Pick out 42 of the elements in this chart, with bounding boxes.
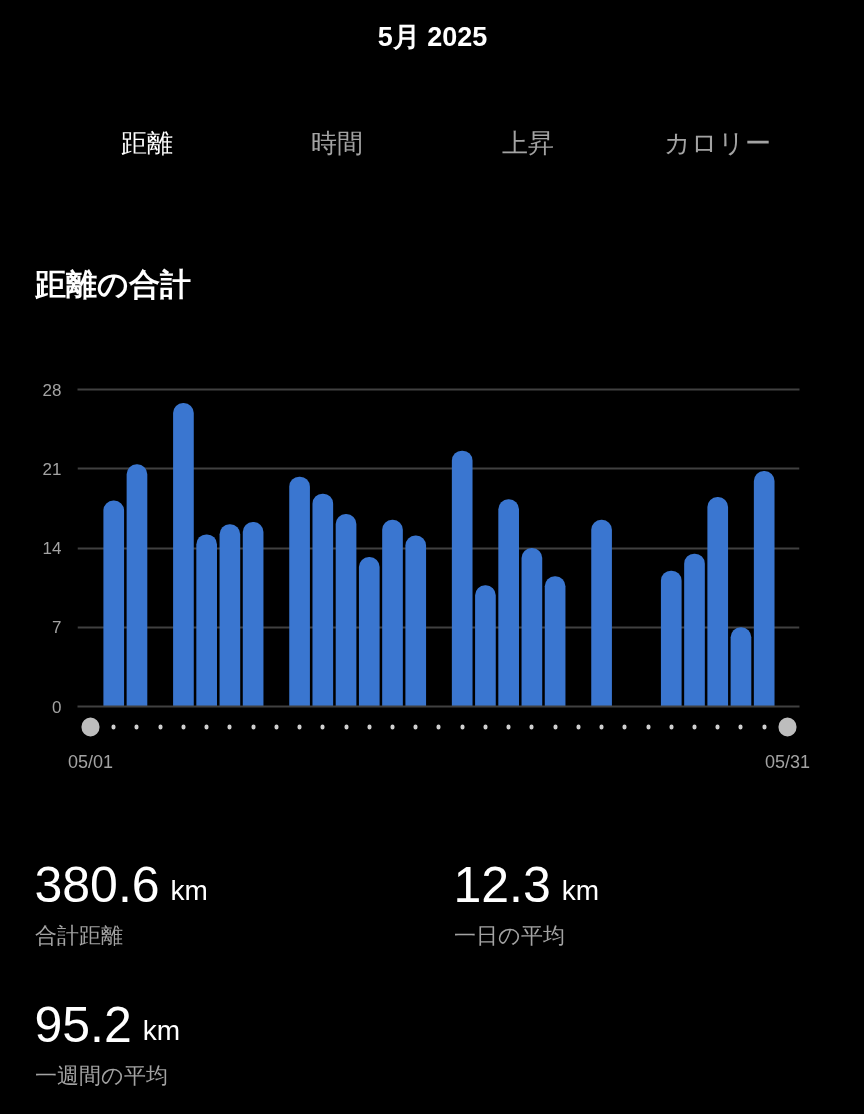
bar [544, 576, 566, 707]
bar [289, 476, 310, 707]
bar [173, 403, 194, 707]
bar [451, 450, 473, 707]
text: 一週間の平均 [34, 1063, 168, 1088]
text: 380.6 km [34, 857, 208, 913]
y-tick-label: 21 [42, 459, 62, 479]
text: 距離 [120, 127, 173, 158]
y-tick-label: 7 [52, 618, 62, 638]
y-tick-label: 0 [52, 697, 62, 717]
bar [475, 585, 496, 707]
bar [707, 497, 729, 707]
bar [335, 514, 357, 707]
x-tick-label: 05/31 [764, 751, 810, 772]
bar [660, 570, 682, 707]
bar [358, 557, 380, 707]
bar [730, 627, 752, 707]
bar [753, 471, 775, 707]
bar [405, 535, 427, 707]
text: 5月 2025 [377, 21, 488, 52]
text: 95.2 km [34, 997, 181, 1053]
bar [591, 519, 612, 707]
bar [196, 534, 217, 707]
text: 時間 [310, 127, 363, 158]
y-tick-label: 14 [42, 539, 62, 558]
bar [498, 499, 519, 707]
bar [684, 553, 705, 707]
chart-title: 距離の合計 [33, 267, 191, 302]
bar [219, 524, 241, 707]
bar [242, 521, 264, 707]
text: 一日の平均 [453, 923, 565, 948]
bar [312, 493, 334, 707]
bar [521, 548, 543, 707]
text: 合計距離 [34, 923, 123, 948]
text: 12.3 km [453, 857, 600, 913]
bar [382, 519, 403, 707]
x-tick-label: 05/01 [67, 751, 114, 772]
text: 上昇 [501, 127, 554, 158]
text: カロリー [664, 127, 771, 158]
bar [126, 464, 148, 707]
bar [103, 500, 125, 707]
y-tick-label: 28 [42, 380, 62, 400]
